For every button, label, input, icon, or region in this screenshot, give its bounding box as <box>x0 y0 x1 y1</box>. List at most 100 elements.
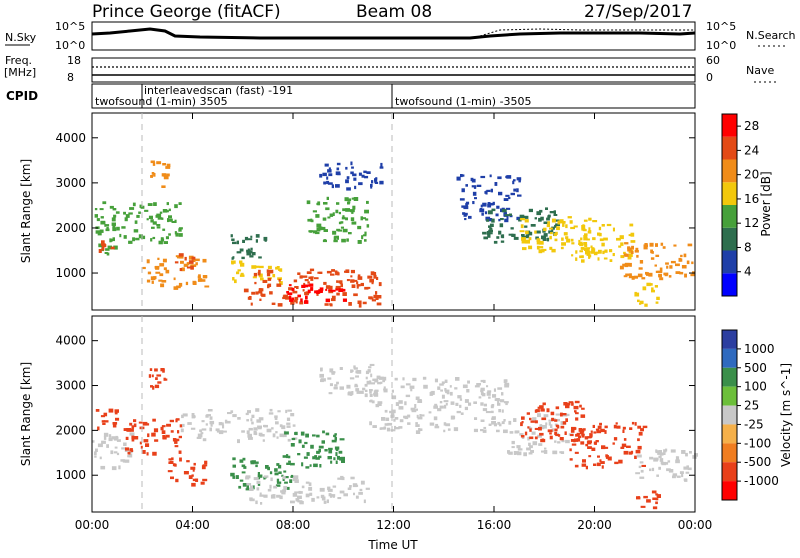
velocity-cell <box>548 421 551 426</box>
velocity-cell <box>210 422 213 427</box>
power-cell <box>509 213 512 216</box>
velocity-cell <box>256 487 260 491</box>
power-cell <box>690 273 695 277</box>
velocity-cell <box>270 477 273 482</box>
velocity-region <box>95 408 120 431</box>
power-cell <box>528 237 532 241</box>
velocity-cell <box>315 457 320 460</box>
velocity-cell <box>258 417 264 421</box>
power-cell <box>268 269 274 274</box>
power-cell <box>357 274 361 278</box>
power-cell <box>168 218 173 222</box>
velocity-cell <box>443 422 447 426</box>
velocity-cell <box>441 394 445 399</box>
power-cell <box>512 180 515 185</box>
power-cell <box>336 162 341 166</box>
velocity-cell <box>568 401 574 404</box>
power-cell <box>499 223 504 228</box>
velocity-cell <box>232 414 237 418</box>
nsky-panel: N.Sky 10^5 10^0 10^5 10^0 N.Search <box>5 20 796 52</box>
power-cell <box>150 175 153 178</box>
power-cell <box>337 229 342 232</box>
power-cell <box>686 260 690 265</box>
power-cell <box>528 245 533 250</box>
power-cell <box>487 234 491 238</box>
velocity-cell <box>508 451 513 455</box>
velocity-cell <box>535 409 540 413</box>
velocity-cell <box>339 438 345 441</box>
velocity-cell <box>564 413 570 417</box>
power-cell <box>525 239 530 244</box>
velocity-cell <box>504 384 510 388</box>
power-cell <box>112 224 116 229</box>
power-colorbar-cell <box>722 182 737 205</box>
velocity-cell <box>587 440 592 444</box>
power-cell <box>250 302 253 306</box>
power-cell <box>234 279 237 284</box>
power-cell <box>536 238 541 242</box>
power-cell <box>173 286 179 290</box>
power-cell <box>258 290 263 294</box>
velocity-cell <box>529 445 533 449</box>
velocity-cell <box>666 468 671 472</box>
velocity-cell <box>328 392 333 395</box>
power-cell <box>511 233 516 237</box>
velocity-cell <box>423 384 428 389</box>
velocity-cell <box>320 378 324 383</box>
power-cell <box>345 208 350 212</box>
velocity-cell <box>541 417 547 421</box>
velocity-cell <box>646 499 651 503</box>
velocity-cell <box>290 462 295 466</box>
power-cell <box>319 287 324 291</box>
velocity-colorbar-tick-label: 25 <box>744 399 759 413</box>
power-cell <box>547 215 551 219</box>
power-cell <box>125 214 130 218</box>
power-cell <box>146 279 151 283</box>
velocity-cell <box>251 414 255 418</box>
velocity-cell <box>485 411 491 414</box>
power-cell <box>367 286 371 289</box>
power-cell <box>500 218 504 221</box>
velocity-cell <box>129 432 135 436</box>
velocity-cell <box>596 430 602 434</box>
power-cell <box>602 250 605 255</box>
power-cell <box>549 227 553 230</box>
power-cell <box>350 269 355 274</box>
velocity-cell <box>618 459 623 464</box>
power-cell <box>150 238 153 242</box>
velocity-cell <box>482 408 488 412</box>
velocity-cell <box>362 387 366 391</box>
velocity-cell <box>584 436 589 440</box>
power-cell <box>346 198 352 202</box>
power-cell <box>136 214 140 218</box>
velocity-cell <box>398 400 403 404</box>
velocity-cell <box>437 408 442 412</box>
power-cell <box>165 166 171 169</box>
nsearch-trace <box>479 28 695 37</box>
velocity-cell <box>245 476 250 480</box>
power-cell <box>178 282 183 287</box>
velocity-cell <box>527 426 530 429</box>
power-cell <box>634 291 637 295</box>
power-cell <box>555 219 560 222</box>
power-cell <box>365 218 369 221</box>
power-cell <box>631 276 635 280</box>
power-cell <box>179 255 183 259</box>
power-cell <box>113 245 118 250</box>
velocity-cell <box>493 423 497 427</box>
velocity-cell <box>281 489 287 493</box>
velocity-cell <box>148 374 151 378</box>
power-cell <box>483 236 488 240</box>
velocity-cell <box>574 410 577 413</box>
power-cell <box>592 220 598 223</box>
power-cell <box>350 161 353 166</box>
power-cell <box>266 272 271 277</box>
power-cell <box>655 254 660 257</box>
velocity-cell <box>574 438 579 442</box>
power-cell <box>630 250 634 254</box>
velocity-cell <box>243 466 247 469</box>
velocity-cell <box>571 402 574 406</box>
power-cell <box>624 242 629 245</box>
power-cell <box>551 226 555 230</box>
power-cell <box>291 287 295 292</box>
